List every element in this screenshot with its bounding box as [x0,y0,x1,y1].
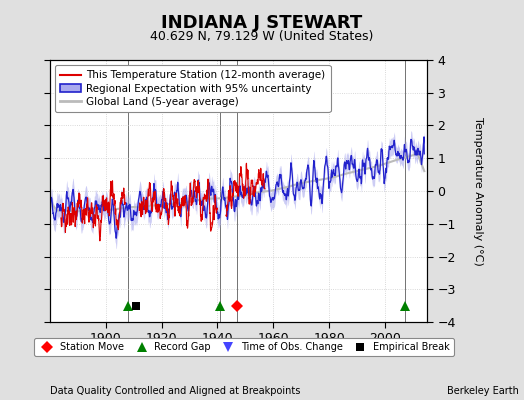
Y-axis label: Temperature Anomaly (°C): Temperature Anomaly (°C) [473,117,483,265]
Text: Berkeley Earth: Berkeley Earth [447,386,519,396]
Legend: Station Move, Record Gap, Time of Obs. Change, Empirical Break: Station Move, Record Gap, Time of Obs. C… [34,338,454,356]
Text: 40.629 N, 79.129 W (United States): 40.629 N, 79.129 W (United States) [150,30,374,43]
Legend: This Temperature Station (12-month average), Regional Expectation with 95% uncer: This Temperature Station (12-month avera… [55,65,331,112]
Text: Data Quality Controlled and Aligned at Breakpoints: Data Quality Controlled and Aligned at B… [50,386,300,396]
Text: INDIANA J STEWART: INDIANA J STEWART [161,14,363,32]
